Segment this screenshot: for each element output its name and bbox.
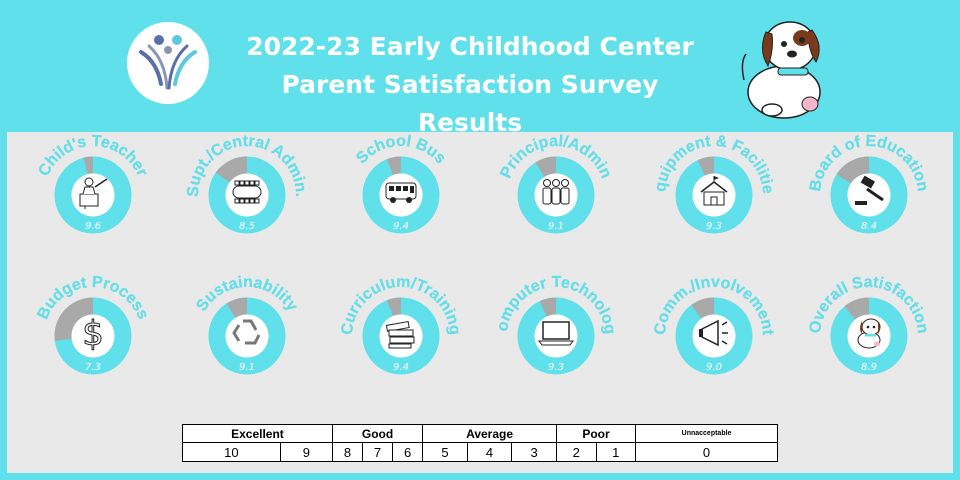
donut-empty-segment [386,156,402,176]
donut-empty-segment [539,297,557,317]
conference-table-icon [232,180,262,204]
donut-value: 9.3 [706,221,722,232]
donut-empty-segment [83,156,94,175]
megaphone-icon [699,319,728,347]
donut-value: 8.4 [861,221,877,232]
donut-value: 9.0 [706,362,722,373]
scale-number: 9 [279,442,333,462]
svg-text:$: $ [82,314,104,354]
donut-value: 8.5 [239,221,255,232]
donut-value: 9.1 [548,221,564,232]
donut-filled-segment [675,297,753,375]
donut-filled-segment [208,156,286,234]
scale-number: 4 [466,442,513,462]
donut-empty-segment [844,297,870,320]
donut-empty-segment [535,156,557,178]
scale-category: Average [422,424,557,443]
scale-number: 1 [595,442,637,462]
scale-category: Good [331,424,424,443]
donut-filled-segment [362,156,440,234]
donut-center [847,173,891,217]
donut-value: 9.4 [393,221,409,232]
donut-filled-segment [208,297,286,375]
rating-scale-categories: Excellent Good Average Poor Unnacceptable [182,424,778,443]
donut-filled-segment [675,156,753,234]
donut-value: 8.9 [861,362,877,373]
donut-filled-segment [362,297,440,375]
donut-empty-segment [226,297,248,319]
donut-center [71,314,115,358]
puppy-mascot [732,10,832,122]
donut-empty-segment [697,156,715,176]
page-title: 2022-23 Early Childhood Center Parent Sa… [230,28,710,142]
teacher-icon [79,177,108,209]
dollar-icon: $ [82,314,105,355]
donut-filled-segment [830,297,908,375]
schoolhouse-icon [700,176,728,206]
people-group-icon [542,179,570,205]
scale-number: 2 [555,442,597,462]
gavel-icon [855,175,884,205]
donut-empty-segment [54,297,94,341]
header: 2022-23 Early Childhood Center Parent Sa… [0,0,960,137]
recycle-icon [232,319,261,345]
donut-filled-segment [54,156,132,234]
donut-filled-segment [517,297,595,375]
donut-value: 9.1 [239,362,255,373]
scale-category: Poor [555,424,637,443]
title-line-2: Parent Satisfaction Survey Results [281,70,659,137]
scale-number: 7 [361,442,394,462]
scale-category: Excellent [182,424,333,443]
scale-number: 0 [635,442,778,462]
donut-value: 9.3 [548,362,564,373]
donut-empty-segment [386,297,402,317]
district-logo [127,22,209,104]
scale-number: 10 [182,442,281,462]
bus-icon [385,182,417,203]
results-panel: 9.6 Child's Teacher 8.5 Supt./Central Admin… [7,132,953,473]
donut-filled-segment [830,156,908,234]
rating-scale-table: Excellent Good Average Poor Unnacceptable 10… [182,424,778,462]
donut-center [225,314,269,358]
scale-number: 5 [422,442,468,462]
donut-empty-segment [215,156,248,183]
donut-value: 9.4 [393,362,409,373]
donut-filled-segment [517,156,595,234]
scale-number: 3 [511,442,557,462]
rating-scale-numbers: 10 9 8 7 6 5 4 3 2 1 0 [182,442,778,462]
puppy-icon [857,318,881,349]
donut-value: 7.3 [85,362,101,373]
donut-value: 9.6 [85,221,101,232]
books-icon [385,321,415,349]
scale-number: 8 [331,442,363,462]
donut-empty-segment [836,156,870,184]
laptop-icon [538,321,574,346]
donut-empty-segment [691,297,715,319]
scale-category: Unnacceptable [635,424,778,443]
scale-number: 6 [392,442,424,462]
title-line-1: 2022-23 Early Childhood Center [246,32,694,61]
